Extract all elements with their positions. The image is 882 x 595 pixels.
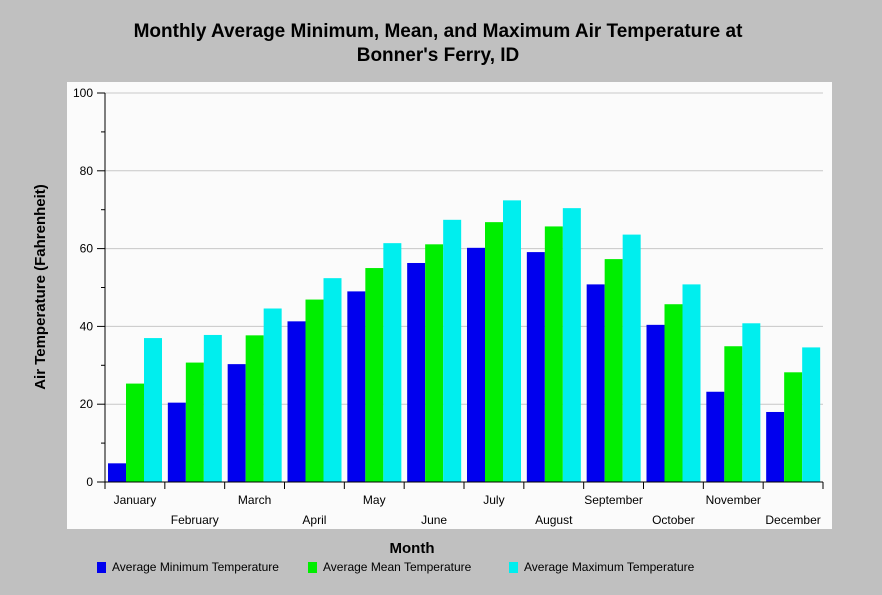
bar: [245, 335, 264, 482]
legend-label: Average Maximum Temperature: [524, 560, 695, 574]
bar: [664, 304, 683, 482]
legend-item: Average Mean Temperature: [308, 560, 471, 574]
bar: [544, 226, 563, 482]
x-tick-label: October: [652, 513, 695, 527]
legend-item: Average Maximum Temperature: [509, 560, 694, 574]
legend-label: Average Mean Temperature: [323, 560, 472, 574]
bar: [227, 364, 246, 482]
chart-title-line-1: Monthly Average Minimum, Mean, and Maxim…: [133, 21, 743, 42]
bar: [766, 411, 785, 482]
x-tick-label: August: [535, 513, 573, 527]
legend-item: Average Minimum Temperature: [97, 560, 279, 574]
bar: [604, 259, 623, 482]
bar: [802, 347, 821, 482]
x-tick-label: November: [706, 493, 761, 507]
bar: [485, 222, 503, 482]
x-axis-title: Month: [390, 540, 435, 557]
bar: [724, 346, 743, 482]
y-tick-label: 40: [80, 319, 94, 333]
bar: [503, 200, 521, 482]
bars: [108, 200, 821, 483]
y-axis-title: Air Temperature (Fahrenheit): [32, 184, 49, 390]
x-tick-label: March: [238, 493, 271, 507]
y-tick-label: 20: [80, 397, 94, 411]
axes: 0 20 40 60 80 100 January February March April May…: [73, 86, 824, 527]
chart-title-line-2: Bonner's Ferry, ID: [356, 45, 520, 66]
y-tick-label: 100: [73, 86, 93, 100]
bar: [323, 278, 342, 482]
bar: [203, 334, 222, 482]
bar: [126, 383, 144, 482]
x-tick-label: February: [171, 513, 219, 527]
chart-title: Monthly Average Minimum, Mean, and Maxim…: [0, 20, 876, 68]
bar: [167, 402, 186, 482]
x-tick-label: September: [584, 493, 643, 507]
bar: [586, 284, 605, 482]
x-tick-label: January: [114, 493, 157, 507]
bar: [682, 284, 701, 482]
y-tick-label: 80: [80, 164, 94, 178]
x-tick-label: July: [483, 493, 504, 507]
bar: [365, 268, 384, 482]
bar: [108, 463, 126, 482]
bar: [526, 252, 545, 482]
y-tick-label: 60: [80, 242, 94, 256]
x-tick-label: June: [421, 513, 447, 527]
legend-swatch: [509, 561, 518, 573]
legend-swatch: [97, 561, 106, 573]
x-tick-label: April: [302, 513, 326, 527]
bar: [407, 262, 426, 482]
bar: [467, 247, 485, 482]
bar: [622, 234, 641, 482]
bar: [287, 321, 306, 482]
legend-swatch: [308, 561, 317, 573]
x-tick-label: December: [765, 513, 820, 527]
bar: [784, 372, 803, 482]
bar: [305, 299, 324, 482]
gridlines: [105, 92, 823, 405]
bar: [144, 338, 162, 482]
bar: [443, 219, 462, 482]
legend-label: Average Minimum Temperature: [112, 560, 279, 574]
bar: [562, 208, 581, 483]
bar: [706, 391, 725, 482]
bar: [185, 362, 204, 482]
bar: [263, 308, 282, 482]
bar: [347, 291, 366, 482]
bar: [742, 323, 761, 482]
x-tick-label: May: [363, 493, 386, 507]
y-tick-label: 0: [86, 475, 93, 489]
bar: [383, 243, 402, 482]
bar: [646, 324, 665, 482]
bar: [425, 244, 444, 482]
